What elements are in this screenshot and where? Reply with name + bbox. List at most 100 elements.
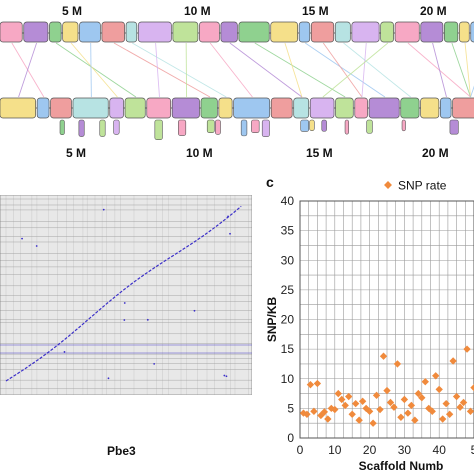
snp-point	[341, 401, 349, 410]
plot-frame	[299, 200, 474, 439]
lower-block	[240, 119, 248, 137]
synteny-link	[464, 42, 472, 98]
legend-marker	[384, 181, 392, 189]
synteny-link	[18, 42, 38, 98]
dot-plot-point	[193, 309, 196, 312]
y-tick-label: 15	[281, 342, 295, 356]
synteny-link	[304, 42, 386, 98]
y-tick-label: 30	[281, 253, 295, 267]
dot-plot-point	[146, 318, 149, 321]
synteny-link	[284, 42, 303, 98]
snp-point	[428, 407, 436, 416]
top-synteny-block	[137, 21, 172, 43]
y-tick-label: 40	[281, 194, 295, 208]
top-synteny-block	[79, 21, 101, 43]
y-tick-label: 0	[287, 431, 294, 445]
dot-plot-point	[21, 237, 23, 240]
bottom-synteny-block	[109, 97, 124, 119]
dot-plot-point	[227, 215, 229, 218]
lower-block	[78, 119, 85, 137]
lower-block	[99, 119, 106, 137]
synteny-link	[322, 42, 363, 98]
bottom-synteny-block	[368, 97, 400, 119]
top-synteny-block	[49, 21, 62, 43]
dot-plot-point	[225, 375, 228, 378]
snp-point	[404, 409, 412, 417]
synteny-link	[322, 42, 389, 98]
y-axis-label: SNP/KB	[265, 296, 279, 342]
top-synteny-block	[298, 21, 311, 43]
snp-scatter-chart: 0 5 10 15 20 25 30 35 40 0 10 20 30 40 5 SNP/KB Scaffold…	[265, 179, 474, 473]
top-synteny-block	[444, 21, 459, 43]
lower-block	[344, 119, 350, 135]
x-tick-label: 20	[363, 443, 377, 457]
snp-point	[345, 392, 353, 401]
y-tick-label: 20	[281, 313, 295, 327]
snp-point	[414, 389, 422, 398]
synteny-link	[131, 42, 227, 98]
bottom-tick-label: 20 M	[422, 146, 449, 160]
synteny-link	[470, 85, 474, 98]
y-tick-label: 5	[287, 401, 294, 415]
snp-point	[452, 392, 461, 401]
bottom-synteny-block	[0, 97, 37, 119]
bottom-synteny-block	[124, 97, 146, 119]
bottom-synteny-block	[146, 97, 172, 119]
lower-block	[300, 119, 309, 132]
lower-block	[321, 119, 327, 132]
bottom-synteny-block	[36, 97, 50, 119]
dot-plot-x-label: Pbe3	[107, 444, 136, 458]
lower-block	[178, 119, 187, 136]
synteny-link	[451, 42, 471, 98]
snp-point	[331, 405, 339, 414]
top-tick-label: 15 M	[302, 4, 329, 18]
snp-point	[459, 398, 468, 407]
snp-point	[379, 352, 388, 360]
bottom-synteny-block	[270, 97, 293, 119]
snp-point	[439, 415, 447, 423]
bottom-synteny-block	[440, 97, 452, 119]
lower-block	[215, 119, 221, 135]
dot-plot-point	[229, 232, 231, 235]
top-synteny-block	[334, 21, 351, 43]
dot-plot-point	[153, 362, 156, 365]
snp-point	[393, 360, 402, 368]
top-synteny-block	[125, 21, 138, 43]
x-tick-label: 5	[471, 443, 474, 457]
synteny-link	[229, 42, 303, 98]
dot-plot	[0, 195, 252, 395]
snp-point	[334, 389, 342, 398]
bottom-synteny-block	[420, 97, 440, 119]
snp-point	[310, 407, 318, 416]
snp-point	[324, 415, 332, 423]
bottom-tick-label: 5 M	[66, 146, 87, 160]
dot-plot-point	[123, 319, 126, 321]
snp-point	[400, 395, 409, 404]
bottom-synteny-block	[354, 97, 368, 119]
lower-block	[366, 119, 373, 134]
synteny-link	[343, 42, 411, 98]
top-synteny-block	[101, 21, 125, 43]
synteny-link	[155, 42, 160, 98]
lower-block	[401, 119, 406, 132]
lower-block	[206, 119, 215, 133]
snp-point	[372, 391, 381, 400]
bottom-tick-label: 10 M	[186, 146, 213, 160]
snp-point	[397, 413, 405, 421]
synteny-link	[361, 42, 367, 98]
top-synteny-block	[420, 21, 444, 43]
panel-b: Pbe3	[0, 190, 260, 474]
snp-point	[313, 379, 322, 388]
snp-point	[411, 416, 419, 424]
dot-plot-point	[102, 208, 105, 211]
dot-plot-frame	[0, 195, 252, 395]
top-synteny-block	[470, 21, 474, 43]
x-tick-label: 10	[328, 443, 342, 457]
bottom-synteny-block	[335, 97, 354, 119]
y-tick-label: 25	[281, 283, 295, 297]
snp-point	[442, 399, 450, 408]
bottom-synteny-block	[400, 97, 420, 119]
synteny-link	[254, 42, 346, 98]
top-synteny-block	[394, 21, 420, 43]
snp-point	[352, 399, 360, 408]
